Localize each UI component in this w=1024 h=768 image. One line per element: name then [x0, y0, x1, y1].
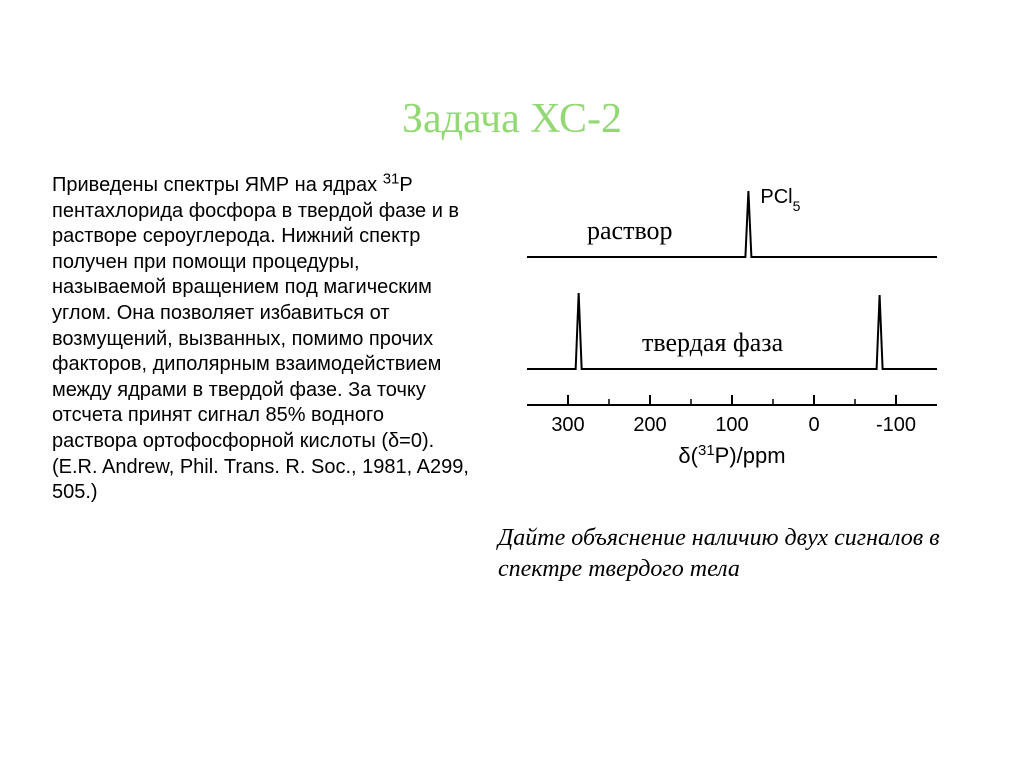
nmr-svg: PCl5 раствор твердая фаза 300 200 100 0 -100 δ(3…	[497, 173, 967, 493]
desc-delta: δ	[388, 430, 399, 452]
description-paragraph: Приведены спектры ЯМР на ядрах 31P пента…	[52, 173, 472, 506]
nmr-chart: PCl5 раствор твердая фаза 300 200 100 0 -100 δ(3…	[497, 173, 967, 493]
page-title: Задача ХС-2	[0, 0, 1024, 173]
spectrum1-label: раствор	[587, 216, 673, 245]
desc-sup1: 31	[383, 170, 400, 187]
desc-p1: Приведены спектры ЯМР на ядрах	[52, 174, 383, 196]
spectrum2-label: твердая фаза	[642, 328, 784, 357]
question-text: Дайте объяснение наличию двух сигналов в…	[492, 523, 972, 585]
x-tick-label: 0	[808, 414, 819, 436]
desc-p2: P пентахлорида фосфора в твердой фазе и …	[52, 174, 459, 452]
formula-label: PCl5	[760, 186, 800, 214]
x-tick-label: -100	[876, 414, 916, 436]
x-tick-label: 300	[551, 414, 584, 436]
x-tick-label: 100	[715, 414, 748, 436]
x-tick-label: 200	[633, 414, 666, 436]
x-axis-title: δ(31P)/ppm	[678, 442, 785, 469]
content-row: Приведены спектры ЯМР на ядрах 31P пента…	[0, 173, 1024, 653]
description-column: Приведены спектры ЯМР на ядрах 31P пента…	[52, 173, 472, 653]
chart-column: PCl5 раствор твердая фаза 300 200 100 0 -100 δ(3…	[492, 173, 972, 653]
